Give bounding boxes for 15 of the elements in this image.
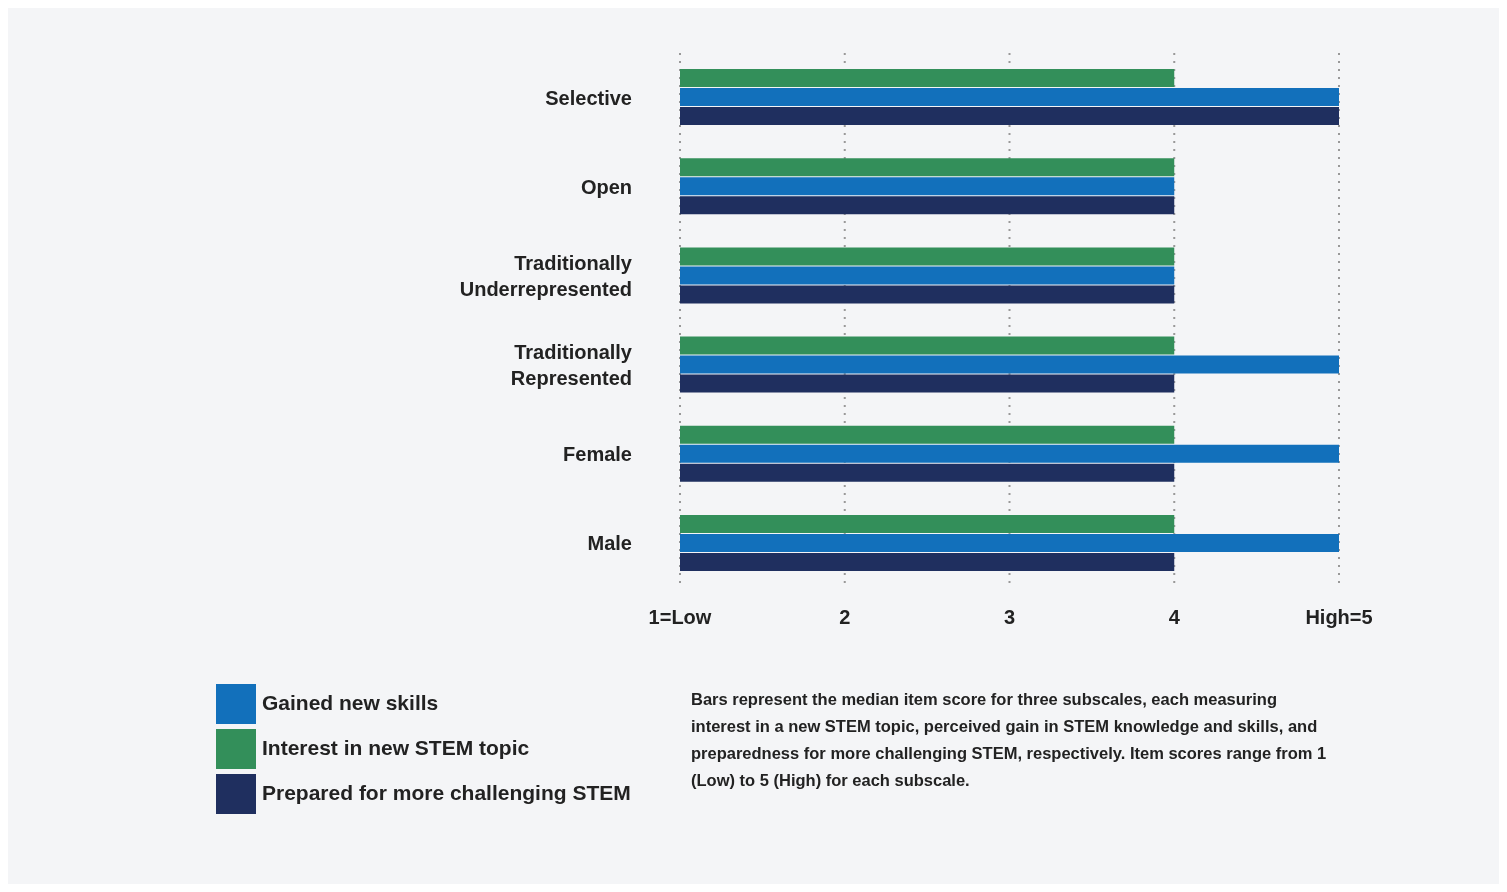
- y-tick-label: Open: [580, 175, 632, 198]
- text: Bars represent the median item score for three subscales, each measuring interest in a new STEM topic, perceived gain in STEM knowledge and skills, and preparedness for more challenging STEM, respectively. Item scores range from 1 (Low) to 5 (High) for each subscale.: [691, 689, 1328, 791]
- y-tick-label: Traditionally Underrepresented: [459, 251, 633, 300]
- y-tick-label: Male: [587, 532, 632, 555]
- x-tick-label: 3: [1003, 606, 1016, 629]
- legend-label: Prepared for more challenging STEM: [262, 781, 631, 804]
- x-tick-label: 1=Low: [648, 606, 712, 629]
- y-tick-label: Female: [563, 443, 632, 466]
- x-tick-label: High=5: [1305, 606, 1373, 629]
- legend-label: Interest in new STEM topic: [262, 736, 530, 759]
- y-tick-label: Traditionally Represented: [510, 341, 633, 390]
- x-tick-label: 4: [1168, 606, 1181, 629]
- x-tick-label: 2: [839, 606, 851, 629]
- legend-label: Gained new skills: [262, 691, 439, 714]
- y-tick-label: Selective: [545, 86, 632, 109]
